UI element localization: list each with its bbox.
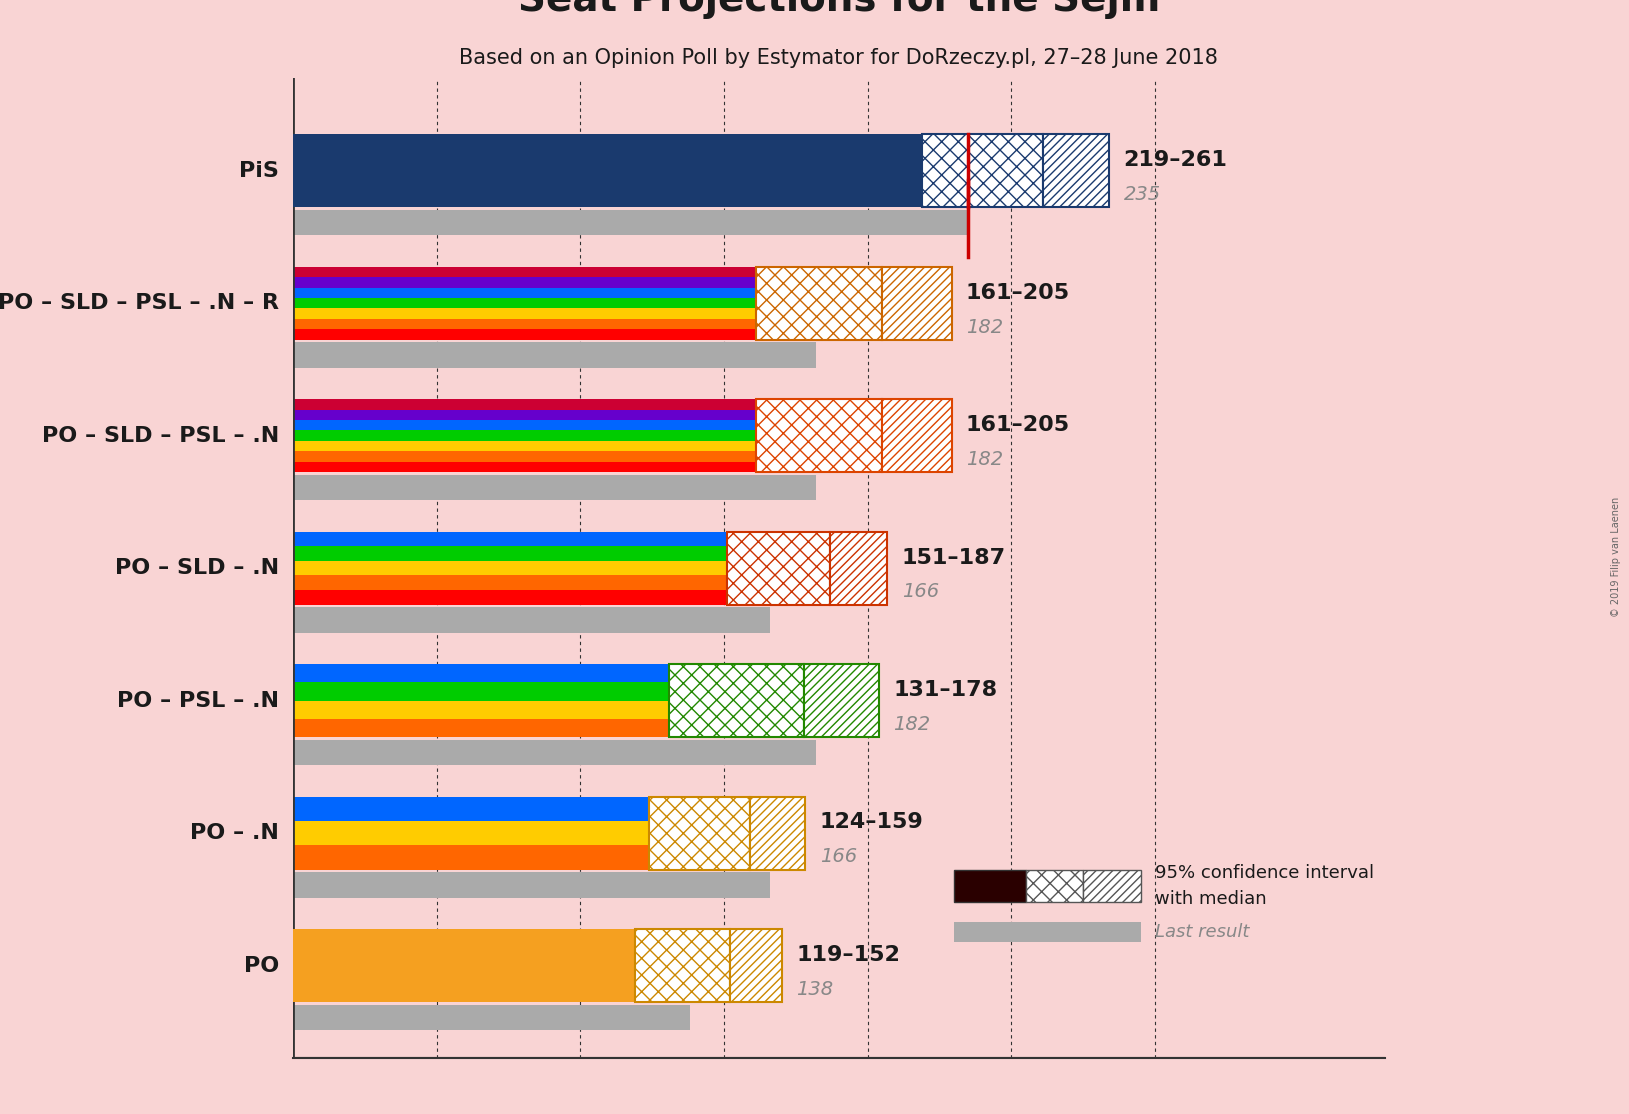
Bar xyxy=(955,870,1026,902)
Text: Seat Projections for the Sejm: Seat Projections for the Sejm xyxy=(518,0,1160,19)
Bar xyxy=(727,531,831,605)
Bar xyxy=(293,607,771,633)
Bar xyxy=(293,846,650,870)
Bar xyxy=(1083,870,1140,902)
Text: PiS: PiS xyxy=(239,160,279,180)
Bar xyxy=(293,1005,689,1030)
Bar xyxy=(293,821,650,846)
Bar xyxy=(955,922,1140,941)
Bar xyxy=(805,664,878,737)
Bar xyxy=(293,266,756,277)
Text: © 2019 Filip van Laenen: © 2019 Filip van Laenen xyxy=(1611,497,1621,617)
Text: 219–261: 219–261 xyxy=(1124,150,1227,170)
Bar xyxy=(293,420,756,430)
Text: PO – PSL – .N: PO – PSL – .N xyxy=(117,691,279,711)
Bar xyxy=(881,266,951,340)
Bar xyxy=(293,475,816,500)
Text: PO – SLD – PSL – .N: PO – SLD – PSL – .N xyxy=(42,426,279,446)
Bar xyxy=(293,929,635,1001)
Bar xyxy=(293,560,727,576)
Bar xyxy=(670,664,805,737)
Text: 95% confidence interval: 95% confidence interval xyxy=(1155,863,1373,882)
Bar xyxy=(293,683,670,701)
Bar xyxy=(293,342,816,368)
Text: 124–159: 124–159 xyxy=(819,812,924,832)
Bar xyxy=(881,399,951,472)
Bar xyxy=(293,461,756,472)
Text: 138: 138 xyxy=(797,980,834,999)
Text: 166: 166 xyxy=(901,583,938,602)
Bar xyxy=(293,719,670,737)
Bar xyxy=(650,797,749,870)
Bar xyxy=(293,451,756,461)
Bar xyxy=(293,546,727,560)
Text: 151–187: 151–187 xyxy=(901,548,1005,567)
Bar xyxy=(293,531,727,546)
Bar xyxy=(293,740,816,765)
Text: 161–205: 161–205 xyxy=(966,416,1070,436)
Bar xyxy=(293,576,727,590)
Bar xyxy=(293,319,756,330)
Bar xyxy=(831,531,888,605)
Text: 161–205: 161–205 xyxy=(966,283,1070,303)
Bar xyxy=(730,929,782,1001)
Bar xyxy=(293,399,756,410)
Bar xyxy=(635,929,730,1001)
Bar xyxy=(756,399,881,472)
Text: with median: with median xyxy=(1155,890,1266,908)
Bar xyxy=(293,430,756,441)
Text: PO – SLD – PSL – .N – R: PO – SLD – PSL – .N – R xyxy=(0,293,279,313)
Text: 166: 166 xyxy=(819,848,857,867)
Bar xyxy=(1043,135,1109,207)
Bar xyxy=(293,287,756,297)
Bar xyxy=(293,297,756,309)
Bar xyxy=(922,135,1043,207)
Bar xyxy=(293,309,756,319)
Bar xyxy=(293,797,650,821)
Bar xyxy=(756,266,881,340)
Text: PO – SLD – .N: PO – SLD – .N xyxy=(114,558,279,578)
Text: PO – .N: PO – .N xyxy=(191,823,279,843)
Bar xyxy=(749,797,805,870)
Bar xyxy=(1026,870,1083,902)
Text: 182: 182 xyxy=(966,450,1003,469)
Text: 131–178: 131–178 xyxy=(893,680,997,700)
Bar xyxy=(293,410,756,420)
Text: Based on an Opinion Poll by Estymator for DoRzeczy.pl, 27–28 June 2018: Based on an Opinion Poll by Estymator fo… xyxy=(459,48,1218,68)
Text: 235: 235 xyxy=(1124,185,1161,204)
Text: 182: 182 xyxy=(893,715,930,734)
Bar xyxy=(293,701,670,719)
Text: 119–152: 119–152 xyxy=(797,945,901,965)
Bar xyxy=(293,664,670,683)
Bar xyxy=(293,872,771,898)
Text: PO: PO xyxy=(244,956,279,976)
Bar xyxy=(293,209,968,235)
Text: 182: 182 xyxy=(966,317,1003,336)
Bar xyxy=(293,330,756,340)
Bar xyxy=(293,441,756,451)
Text: Last result: Last result xyxy=(1155,924,1249,941)
Bar xyxy=(293,277,756,287)
Bar xyxy=(293,590,727,605)
Bar xyxy=(293,135,922,207)
